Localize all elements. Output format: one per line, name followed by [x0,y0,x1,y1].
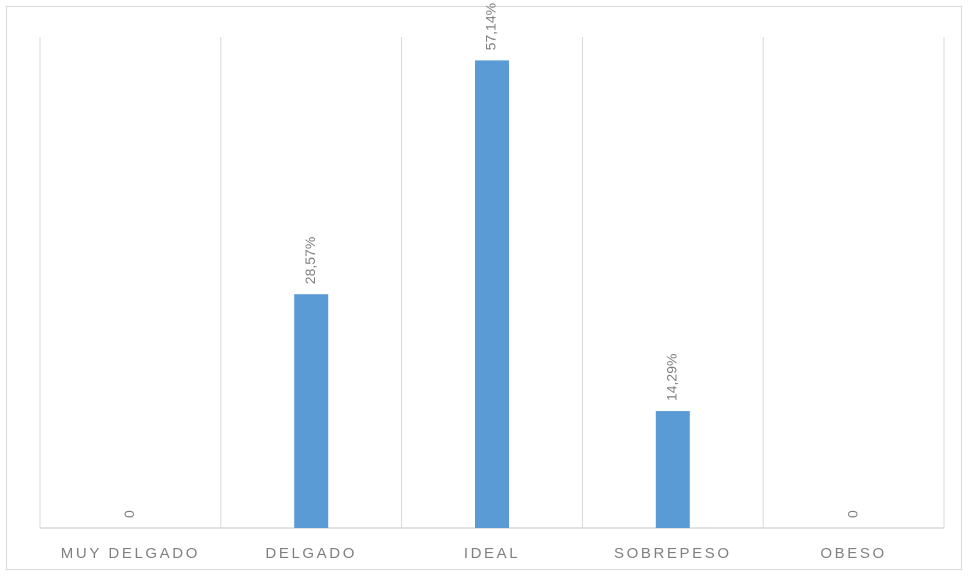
data-label: 0 [844,510,860,518]
category-label: OBESO [820,545,886,562]
category-label: IDEAL [464,545,520,562]
category-label: SOBREPESO [614,545,732,562]
category-dividers [39,37,945,528]
data-labels-group: 0 28,57% 57,14% 14,29% 0 [121,3,860,518]
bar-sobrepeso [655,411,690,528]
bars-group [294,60,690,529]
data-label: 28,57% [302,237,318,284]
category-labels-group: MUY DELGADO DELGADO IDEAL SOBREPESO OBESO [61,545,886,562]
category-label: DELGADO [265,545,357,562]
bar-delgado [294,294,329,528]
category-label: MUY DELGADO [61,545,200,562]
data-label: 14,29% [664,354,680,401]
data-label: 57,14% [483,3,499,50]
data-label: 0 [121,510,137,518]
bar-ideal [475,60,509,529]
